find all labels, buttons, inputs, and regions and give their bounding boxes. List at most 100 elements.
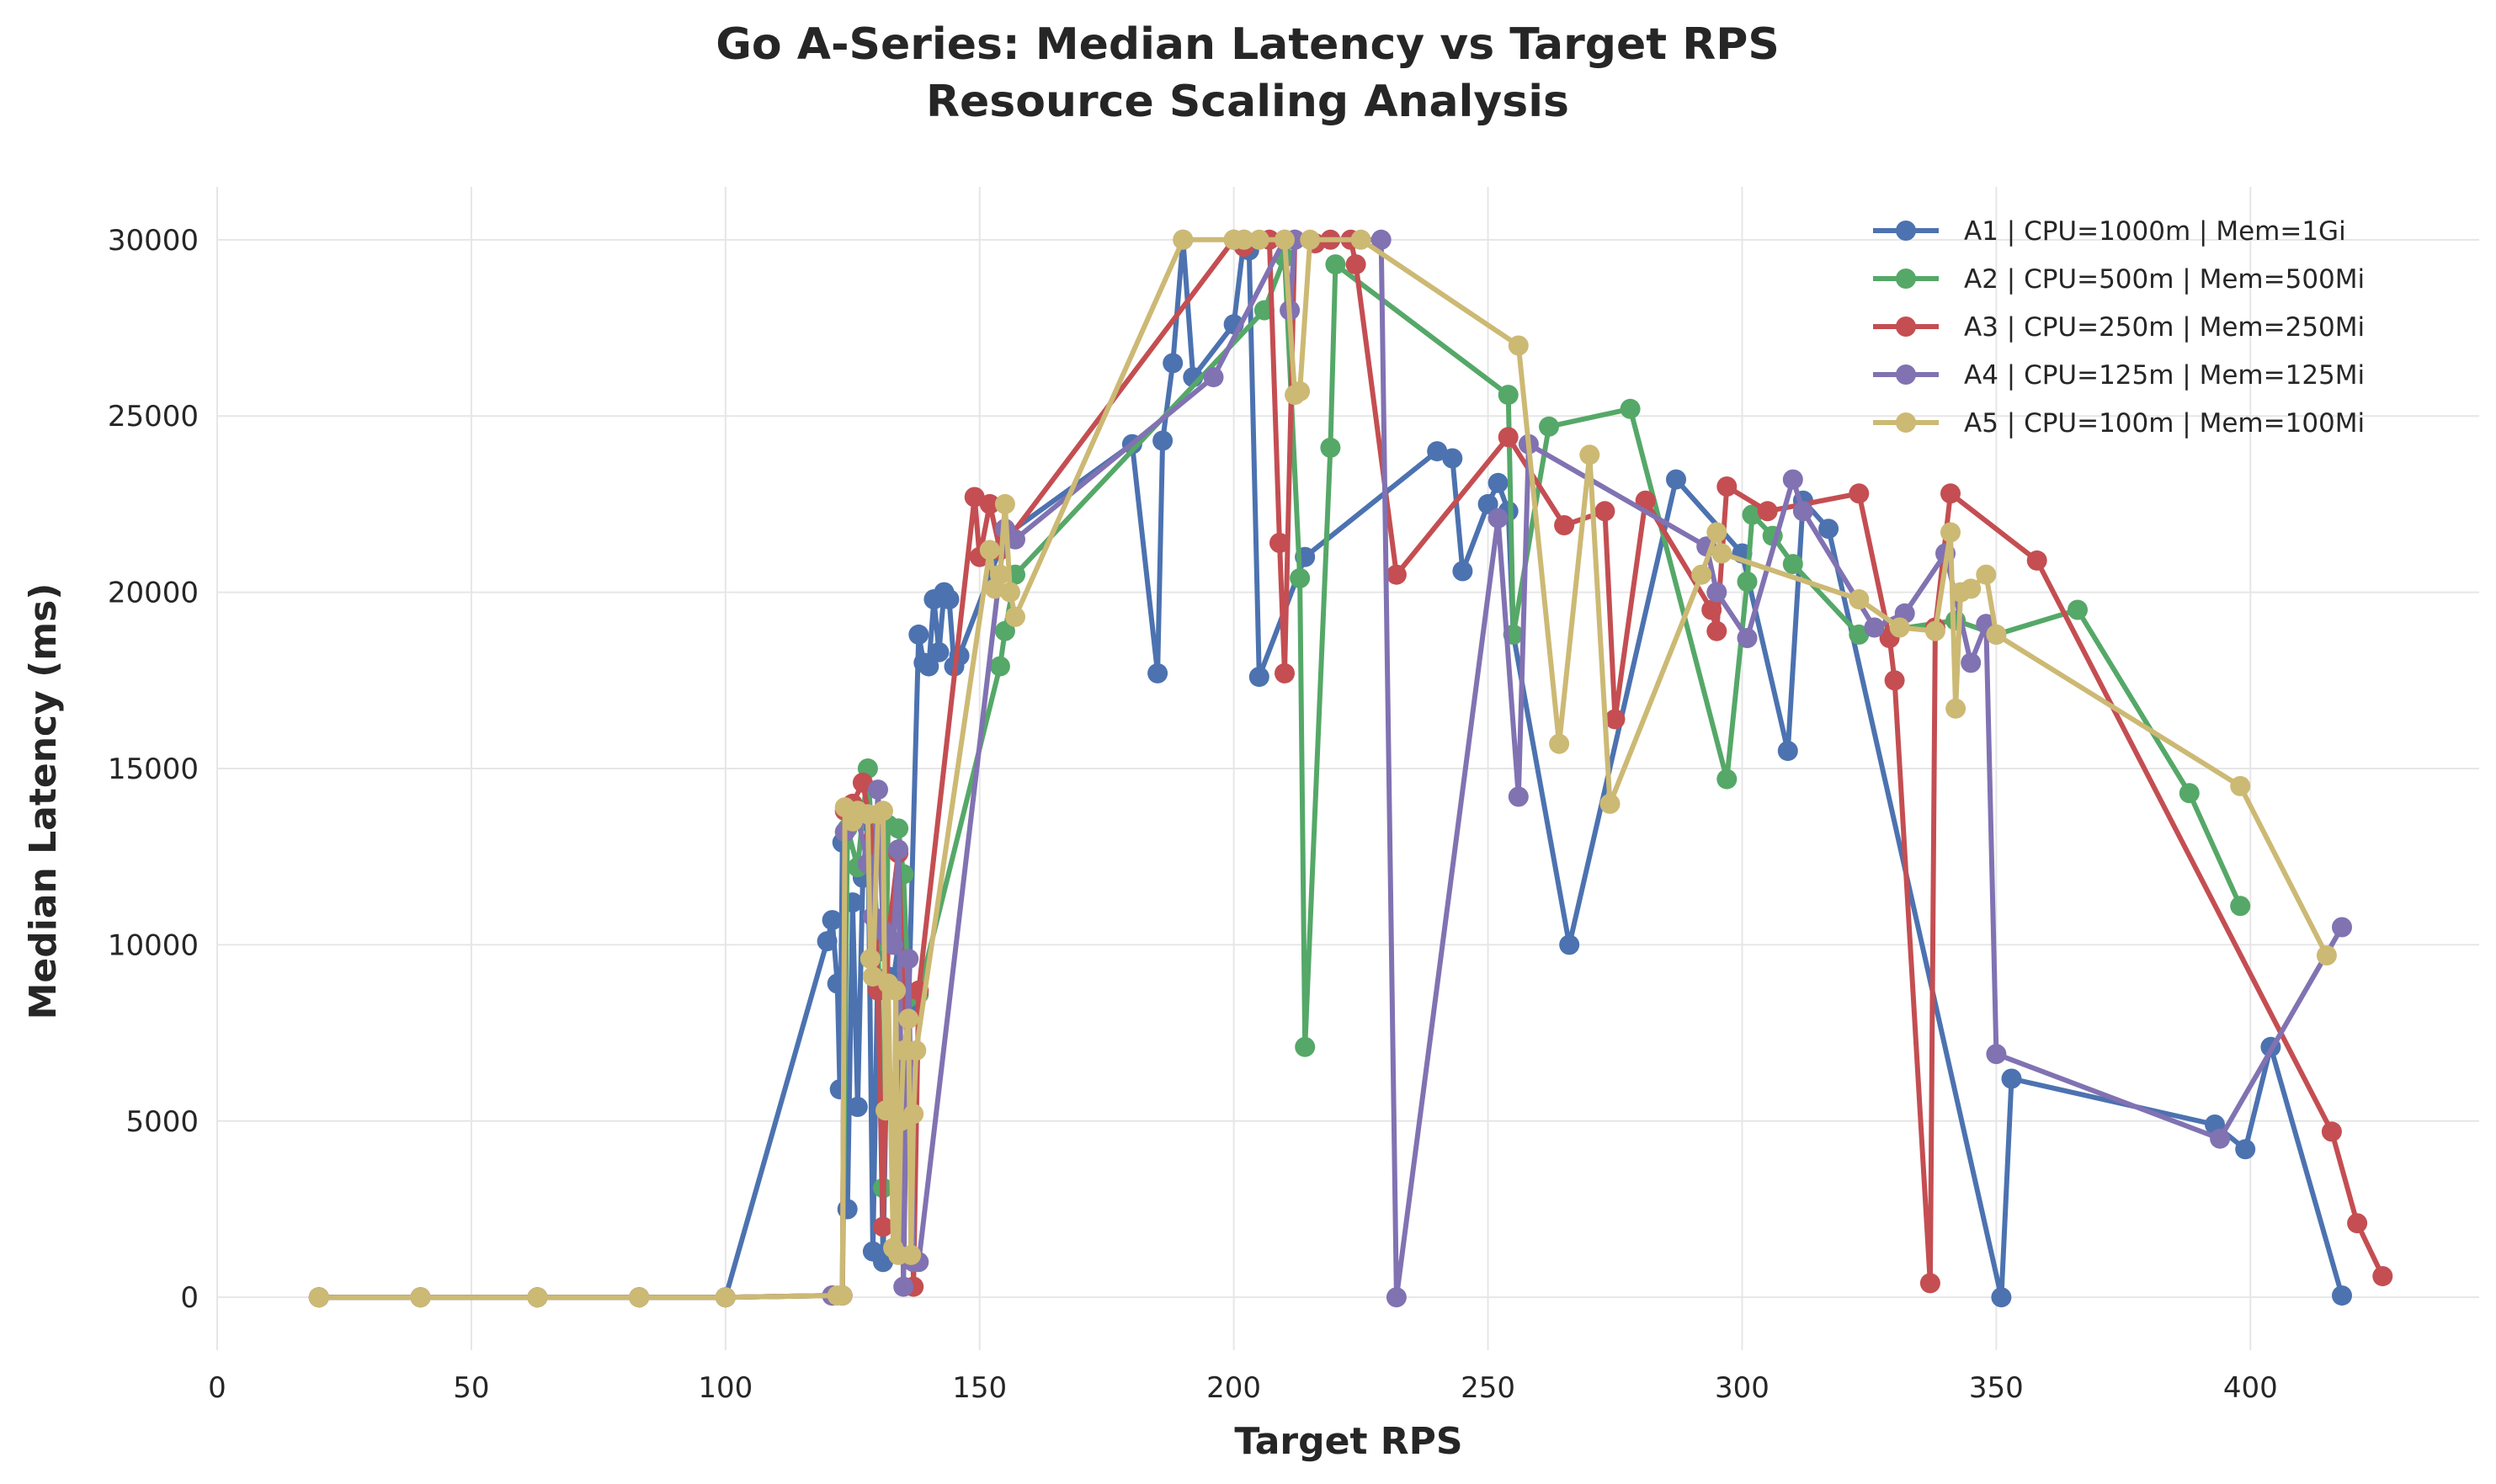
data-point [1386,564,1407,585]
data-point [1487,472,1509,493]
data-point [1864,617,1885,638]
y-tick-label: 10000 [108,928,199,962]
data-point [2347,1213,2368,1234]
data-point [410,1287,431,1308]
data-point [1370,229,1392,250]
data-point [1350,229,1371,250]
legend-swatch-marker [1896,412,1916,433]
legend-swatch-marker [1896,221,1916,241]
x-tick-label: 150 [952,1371,1007,1405]
data-point [1737,572,1758,592]
data-point [1706,522,1727,543]
data-point [1706,582,1727,603]
data-point [847,1097,868,1117]
data-point [1849,483,1870,504]
legend-swatch-marker [1896,364,1916,385]
y-tick-label: 5000 [125,1105,199,1139]
data-point [873,1252,893,1273]
data-point [1691,564,1712,585]
data-point [1275,229,1295,250]
data-point [1269,533,1290,553]
data-point [1005,529,1025,550]
data-point [862,966,883,987]
x-tick-label: 200 [1206,1371,1261,1405]
data-point [873,1216,893,1237]
data-point [1203,367,1224,388]
data-point [1605,709,1626,730]
data-point [964,487,985,508]
data-point [873,801,893,822]
data-point [1508,786,1529,807]
legend-item: A3 | CPU=250m | Mem=250Mi [1873,312,2365,343]
data-point [893,1276,914,1297]
data-point [939,589,960,609]
data-point [2179,783,2200,804]
data-point [1295,1036,1316,1057]
legend-item: A2 | CPU=500m | Mem=500Mi [1873,264,2365,295]
data-point [1594,501,1615,522]
data-point [1711,543,1732,564]
data-point [1290,567,1311,588]
series-a2 [308,247,2251,1308]
data-point [898,1008,919,1029]
data-point [1248,229,1269,250]
data-point [1275,662,1295,683]
data-point [1325,254,1346,275]
data-point [1163,353,1184,374]
legend: A1 | CPU=1000m | Mem=1Gi A2 | CPU=500m | … [1873,216,2365,439]
data-point [1508,335,1529,356]
chart-title: Go A-Series: Median Latency vs Target RP… [716,19,1780,70]
data-point [1554,515,1575,535]
data-point [308,1287,329,1308]
data-point [1173,229,1194,250]
x-tick-label: 350 [1969,1371,2024,1405]
data-point [886,980,907,1001]
data-point [852,772,873,793]
data-point [1248,667,1269,688]
data-point [1620,398,1641,419]
data-point [994,620,1015,641]
axis-ticks: 0 50 100 150 200 250 300 350 400 0 5000 10000 15000 2… [108,224,2278,1405]
legend-item: A5 | CPU=100m | Mem=100Mi [1873,408,2365,439]
data-point [1427,441,1448,462]
legend-swatch-marker [1896,316,1916,337]
data-point [1539,416,1559,437]
data-point [832,1285,853,1306]
data-point [918,656,939,677]
data-point [929,641,950,662]
data-point [629,1287,650,1308]
data-point [2316,945,2337,965]
data-point [1742,504,1763,525]
chart-subtitle: Resource Scaling Analysis [926,77,1569,127]
legend-item: A1 | CPU=1000m | Mem=1Gi [1873,216,2346,247]
data-point [989,564,1010,585]
data-point [1233,229,1254,250]
data-point [2321,1121,2342,1142]
data-point [1706,620,1727,641]
data-point [908,624,929,645]
legend-label: A1 | CPU=1000m | Mem=1Gi [1964,216,2346,247]
data-point [1919,1273,1940,1294]
legend-item: A4 | CPU=125m | Mem=125Mi [1873,360,2365,391]
data-point [1579,444,1600,465]
data-point [1757,501,1778,522]
data-point [2210,1128,2231,1149]
y-axis-label: Median Latency (ms) [22,583,65,1020]
data-point [1945,698,1966,719]
data-point [527,1287,548,1308]
x-tick-label: 250 [1461,1371,1515,1405]
x-tick-label: 400 [2223,1371,2278,1405]
data-point [1924,620,1945,641]
series-a5 [308,229,2337,1308]
data-point [1940,483,1961,504]
data-point [1290,380,1311,402]
data-point [1005,606,1025,627]
data-point [1300,229,1321,250]
data-point [1986,624,2007,645]
legend-swatch-marker [1896,269,1916,289]
legend-label: A2 | CPU=500m | Mem=500Mi [1964,264,2365,295]
data-point [1442,448,1463,469]
data-point [1000,582,1020,603]
data-point [898,949,919,970]
data-point [822,910,843,931]
